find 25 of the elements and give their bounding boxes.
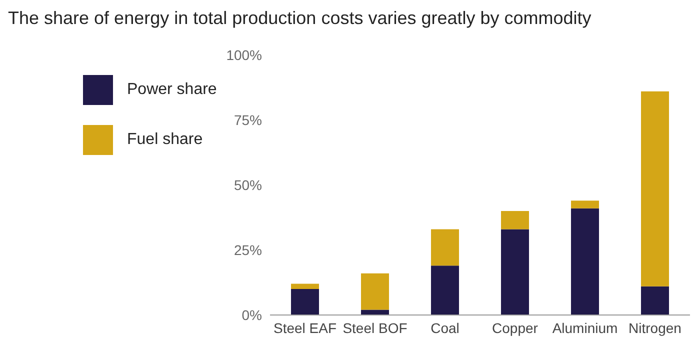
bar xyxy=(571,208,599,315)
bar xyxy=(501,229,529,315)
bar xyxy=(641,286,669,315)
x-tick-label: Coal xyxy=(430,320,460,336)
y-tick-label: 0% xyxy=(242,306,262,323)
x-tick-label: Aluminium xyxy=(552,320,618,336)
y-tick-label: 25% xyxy=(234,242,262,258)
bar xyxy=(431,229,459,266)
x-tick-label: Nitrogen xyxy=(628,320,682,336)
bar xyxy=(291,284,319,289)
x-tick-label: Copper xyxy=(492,320,538,336)
bar xyxy=(501,211,529,230)
legend-label: Power share xyxy=(127,81,217,99)
bar xyxy=(641,91,669,286)
x-tick-label: Steel EAF xyxy=(273,320,337,336)
legend-label: Fuel share xyxy=(127,131,203,149)
y-tick-label: 100% xyxy=(226,46,262,63)
y-tick-label: 75% xyxy=(234,112,262,128)
y-tick-label: 50% xyxy=(234,176,262,193)
bar xyxy=(571,200,599,208)
x-tick-label: Steel BOF xyxy=(342,320,408,336)
bar xyxy=(361,273,389,310)
bar xyxy=(431,266,459,315)
bar xyxy=(291,289,319,315)
chart-title: The share of energy in total production costs varies greatly by commodity xyxy=(8,8,592,29)
